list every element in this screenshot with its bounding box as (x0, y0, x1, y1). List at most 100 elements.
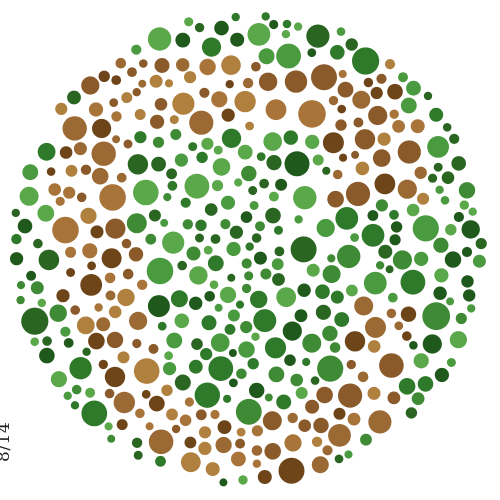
figure-dot (377, 132, 391, 146)
field-dot (223, 394, 232, 403)
field-dot (182, 219, 193, 230)
figure-dot (148, 395, 165, 412)
figure-dot (332, 169, 343, 180)
field-dot (228, 349, 237, 357)
field-dot (214, 303, 223, 312)
field-dot (16, 281, 26, 290)
figure-dot (141, 389, 151, 399)
figure-dot (135, 408, 145, 419)
field-dot (310, 376, 320, 385)
field-dot (346, 284, 358, 297)
field-dot (196, 151, 208, 164)
field-dot (468, 207, 477, 216)
figure-dot (278, 457, 305, 484)
field-dot (461, 246, 473, 258)
field-dot (147, 27, 172, 51)
figure-dot (96, 317, 111, 332)
figure-dot (354, 296, 374, 316)
field-dot (344, 450, 353, 459)
field-dot (229, 225, 243, 239)
figure-dot (55, 102, 68, 115)
figure-dot (376, 73, 387, 84)
field-dot (191, 338, 203, 350)
field-dot (264, 337, 287, 359)
figure-dot (101, 248, 122, 269)
field-dot (350, 233, 359, 242)
figure-dot (121, 238, 132, 249)
field-dot (208, 356, 234, 381)
field-dot (433, 286, 447, 300)
figure-dot (70, 305, 80, 315)
field-dot (428, 173, 438, 183)
field-dot (266, 155, 282, 171)
figure-dot (184, 436, 197, 449)
figure-dot (284, 70, 308, 93)
field-dot (241, 258, 252, 269)
field-dot (151, 156, 167, 172)
figure-dot (322, 132, 344, 154)
field-dot (461, 275, 474, 288)
field-dot (160, 218, 169, 227)
field-dot (276, 287, 297, 307)
field-dot (412, 215, 439, 242)
field-dot (42, 336, 52, 346)
figure-dot (88, 332, 105, 350)
figure-dot (195, 409, 207, 421)
figure-dot (48, 183, 61, 196)
field-dot (259, 178, 269, 189)
field-dot (220, 219, 231, 230)
field-dot (322, 166, 331, 175)
field-dot (163, 362, 177, 376)
field-dot (188, 142, 198, 152)
field-dot (17, 218, 33, 234)
figure-dot (98, 70, 110, 83)
figure-dot (367, 340, 381, 353)
field-dot (250, 290, 268, 309)
figure-dot (184, 397, 194, 407)
figure-dot (414, 166, 427, 179)
figure-dot (265, 99, 287, 121)
field-dot (126, 213, 147, 234)
field-dot (240, 321, 253, 334)
figure-dot (264, 443, 282, 460)
figure-dot (80, 207, 97, 224)
field-dot (207, 255, 224, 272)
field-dot (175, 32, 191, 48)
field-dot (302, 357, 311, 367)
figure-dot (109, 98, 119, 107)
figure-dot (386, 308, 397, 319)
figure-dot (402, 331, 412, 341)
field-dot (170, 290, 188, 308)
figure-dot (171, 424, 181, 434)
field-dot (60, 326, 71, 337)
field-dot (264, 393, 273, 402)
figure-dot (367, 386, 381, 400)
field-dot (26, 270, 37, 281)
figure-dot (80, 274, 103, 296)
figure-dot (133, 358, 160, 384)
field-dot (389, 209, 399, 220)
field-dot (174, 313, 190, 329)
field-dot (405, 407, 418, 419)
figure-dot (258, 72, 278, 92)
figure-dot (287, 412, 298, 424)
field-dot (67, 90, 81, 105)
figure-dot (384, 59, 396, 70)
figure-dot (55, 196, 65, 206)
field-dot (200, 348, 213, 361)
figure-dot (189, 110, 214, 135)
field-dot (166, 168, 178, 180)
figure-dot (262, 411, 282, 431)
figure-dot (410, 119, 425, 134)
figure-dot (145, 422, 154, 431)
field-dot (453, 211, 464, 223)
field-dot (272, 273, 285, 286)
field-dot (33, 238, 43, 249)
figure-dot (82, 243, 98, 259)
figure-dot (357, 371, 369, 383)
field-dot (227, 309, 240, 322)
field-dot (201, 137, 214, 150)
figure-dot (154, 98, 168, 111)
field-dot (293, 186, 317, 210)
field-dot (184, 17, 194, 27)
